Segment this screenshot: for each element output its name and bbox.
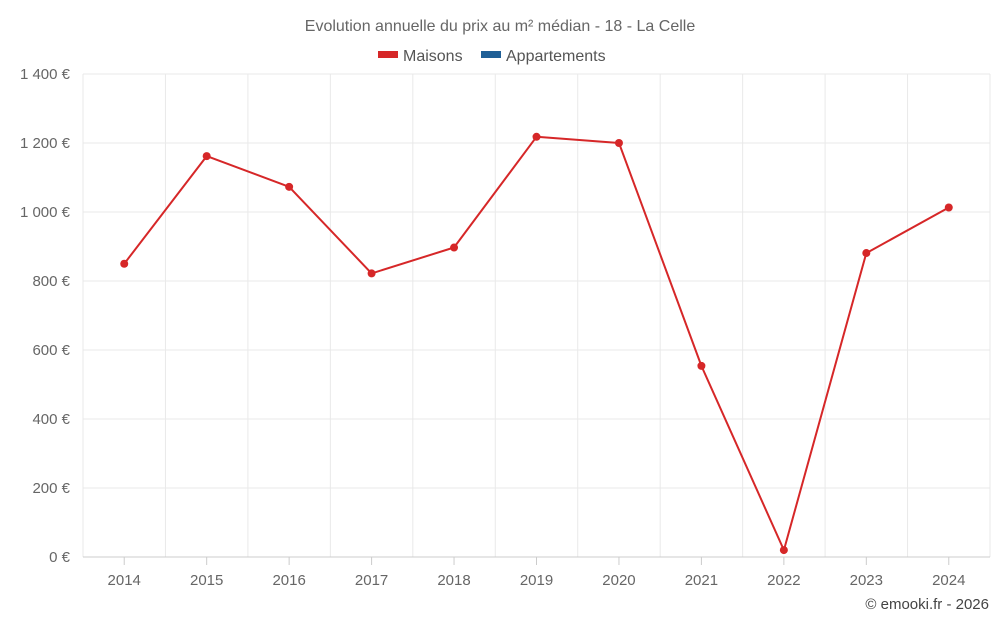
x-tick-label: 2023 <box>850 572 883 589</box>
y-tick-label: 600 € <box>32 342 70 359</box>
y-tick-label: 1 000 € <box>20 204 71 221</box>
x-tick-label: 2014 <box>108 572 141 589</box>
x-tick-label: 2015 <box>190 572 223 589</box>
y-tick-label: 200 € <box>32 480 70 497</box>
x-tick-label: 2022 <box>767 572 800 589</box>
x-gridlines <box>82 74 991 557</box>
data-point-maisons[interactable] <box>120 259 129 268</box>
x-tick-label: 2019 <box>520 572 553 589</box>
legend-swatch-appartements <box>481 51 501 58</box>
y-tick-label: 0 € <box>49 549 71 566</box>
x-tick-label: 2021 <box>685 572 718 589</box>
x-tick-label: 2020 <box>602 572 635 589</box>
y-axis-ticks: 0 € 200 € 400 € 600 € 800 € 1 000 € 1 200 € 1 4… <box>20 66 71 566</box>
legend-label-appartements: Appartements <box>506 48 606 65</box>
data-point-maisons[interactable] <box>450 243 459 252</box>
legend[interactable]: Maisons Appartements <box>378 48 606 65</box>
data-point-maisons[interactable] <box>285 182 294 191</box>
x-tick-label: 2024 <box>932 572 965 589</box>
y-tick-label: 1 400 € <box>20 66 71 83</box>
legend-item-appartements[interactable]: Appartements <box>481 48 606 65</box>
y-tick-label: 400 € <box>32 411 70 428</box>
y-gridlines <box>83 73 990 489</box>
data-point-maisons[interactable] <box>367 269 376 278</box>
y-tick-label: 800 € <box>32 273 70 290</box>
y-tick-label: 1 200 € <box>20 135 71 152</box>
data-point-maisons[interactable] <box>202 152 211 161</box>
chart-title: Evolution annuelle du prix au m² médian … <box>305 18 696 35</box>
series-maisons <box>120 132 953 555</box>
x-tick-label: 2017 <box>355 572 388 589</box>
data-point-maisons[interactable] <box>944 203 953 212</box>
data-point-maisons[interactable] <box>779 546 788 555</box>
data-point-maisons[interactable] <box>862 249 871 258</box>
data-point-maisons[interactable] <box>532 132 541 141</box>
data-point-maisons[interactable] <box>697 361 706 370</box>
credit-text: © emooki.fr - 2026 <box>865 596 989 613</box>
legend-item-maisons[interactable]: Maisons <box>378 48 463 65</box>
x-axis-ticks: 2014 2015 2016 2017 2018 2019 2020 2021 2022 2023… <box>108 557 965 589</box>
legend-swatch-maisons <box>378 51 398 58</box>
legend-label-maisons: Maisons <box>403 48 463 65</box>
x-tick-label: 2016 <box>272 572 305 589</box>
x-tick-label: 2018 <box>437 572 470 589</box>
data-point-maisons[interactable] <box>614 139 623 147</box>
